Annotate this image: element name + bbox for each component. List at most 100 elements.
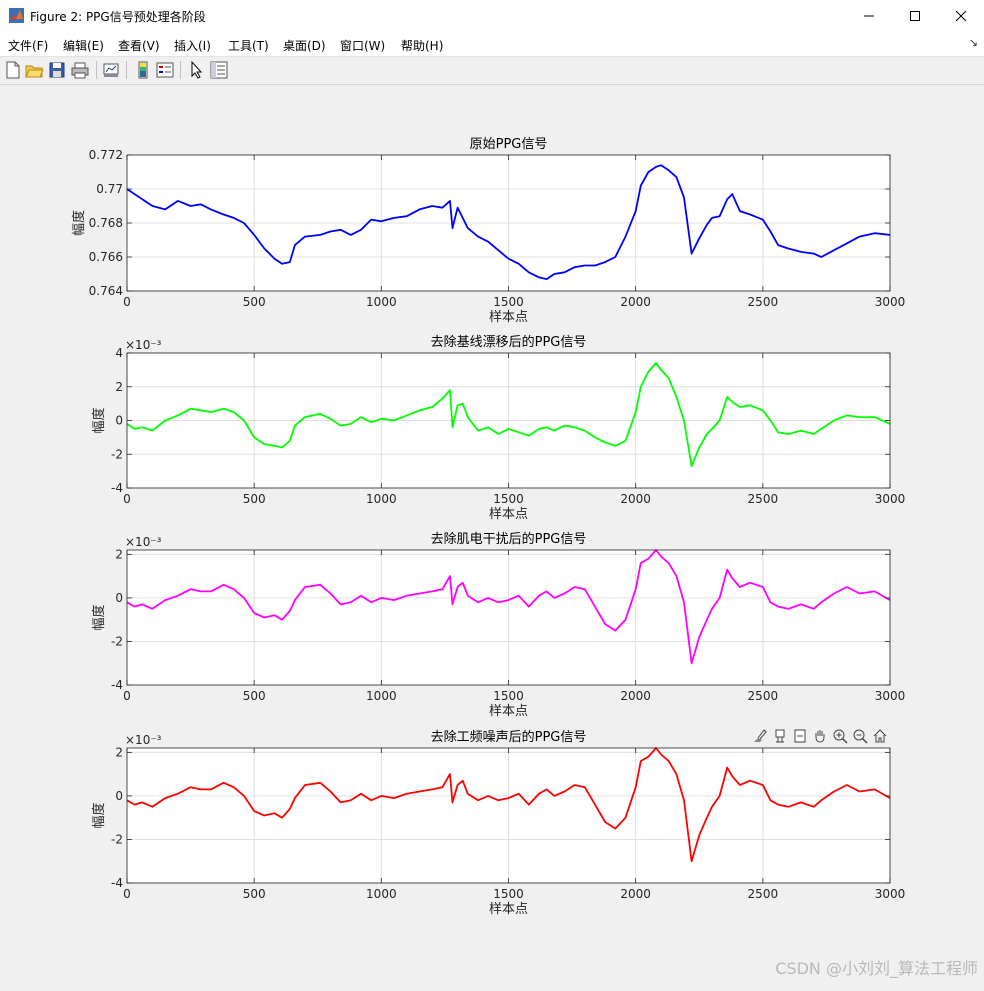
insert-colorbar-icon[interactable]: [133, 60, 153, 80]
y-tick-label: -2: [111, 832, 123, 846]
menu-tools[interactable]: 工具(T): [228, 39, 269, 53]
y-tick-label: 0.764: [89, 284, 123, 298]
y-tick-label: 0.772: [89, 148, 123, 162]
menu-edit[interactable]: 编辑(E): [63, 39, 104, 53]
link-plot-icon[interactable]: [101, 60, 121, 80]
brush-icon[interactable]: [751, 727, 769, 745]
y-tick-label: -4: [111, 678, 123, 692]
y-exponent-label: ×10⁻³: [125, 535, 162, 549]
toolbar-separator: [180, 61, 181, 79]
y-axis-label: 幅度: [91, 407, 107, 433]
plots-svg: 0 500 1000 1500 2000 2500 30000.7640.7660.7680…: [71, 137, 905, 917]
subplot-title: 去除肌电干扰后的PPG信号: [431, 531, 587, 547]
x-axis-label: 样本点: [489, 704, 528, 719]
figure-canvas: 0 500 1000 1500 2000 2500 3000 0.764 0.766 0.768 0…: [0, 86, 984, 987]
toolbar-separator: [126, 61, 127, 79]
x-tick-label: 1000: [366, 492, 397, 506]
y-tick-label: 0.77: [96, 182, 123, 196]
maximize-icon: [910, 10, 920, 21]
subplot-title: 去除工频噪声后的PPG信号: [431, 729, 587, 745]
x-tick-label: 0: [123, 689, 131, 703]
x-tick-label: 3000: [875, 887, 906, 901]
close-button[interactable]: [938, 0, 984, 31]
x-tick-label: 2000: [620, 887, 651, 901]
x-tick-label: 1500: [493, 887, 524, 901]
x-tick-label: 500: [243, 295, 266, 309]
y-tick-label: 2: [115, 745, 123, 759]
minimize-icon: [864, 15, 874, 16]
x-tick-label: 1000: [366, 887, 397, 901]
series-line: [126, 549, 891, 665]
y-exponent-label: ×10⁻³: [125, 733, 162, 747]
menu-file[interactable]: 文件(F): [8, 39, 49, 53]
y-axis-label: 幅度: [91, 802, 107, 828]
new-figure-icon[interactable]: [3, 60, 23, 80]
x-tick-label: 1000: [366, 689, 397, 703]
subplot-title: 去除基线漂移后的PPG信号: [431, 334, 587, 350]
x-axis-label: 样本点: [489, 310, 528, 325]
y-tick-label: -4: [111, 876, 123, 890]
zoom-in-icon[interactable]: [831, 727, 849, 745]
x-tick-label: 1500: [493, 492, 524, 506]
x-tick-label: 2500: [748, 295, 779, 309]
subplot-2: 0 500 1000 1500 2000 2500 3000 -4 -2 0 2 4×10⁻³ 去除基线…: [91, 334, 905, 522]
x-tick-label: 500: [243, 492, 266, 506]
watermark: CSDN @小刘刘_算法工程师: [775, 959, 978, 978]
edit-plot-icon[interactable]: [187, 60, 207, 80]
x-tick-label: 1500: [493, 689, 524, 703]
menu-window[interactable]: 窗口(W): [340, 39, 386, 53]
x-tick-label: 1500: [493, 295, 524, 309]
pan-icon[interactable]: [811, 727, 829, 745]
subplot-title: 原始PPG信号: [470, 137, 548, 152]
y-tick-label: 2: [115, 547, 123, 561]
x-tick-label: 2000: [620, 492, 651, 506]
zoom-out-icon[interactable]: [851, 727, 869, 745]
rotate-icon[interactable]: [791, 727, 809, 745]
subplot-4: 0 500 1000 1500 2000 2500 3000 -4 -2 0 2×10⁻³ 去除工频噪…: [91, 729, 905, 917]
series-line: [126, 747, 891, 863]
y-exponent-label: ×10⁻³: [125, 338, 162, 352]
y-axis-label: 幅度: [71, 210, 87, 236]
x-axis-label: 样本点: [489, 507, 528, 522]
x-tick-label: 2500: [748, 689, 779, 703]
property-inspector-icon[interactable]: [209, 60, 229, 80]
title-bar: Figure 2: PPG信号预处理各阶段: [0, 0, 984, 31]
menu-insert[interactable]: 插入(I): [174, 39, 211, 53]
x-tick-label: 1000: [366, 295, 397, 309]
y-tick-label: 0: [115, 591, 123, 605]
menu-view[interactable]: 查看(V): [118, 39, 160, 53]
toolbar-separator: [96, 61, 97, 79]
minimize-button[interactable]: [846, 0, 892, 31]
y-tick-label: 0: [115, 414, 123, 428]
insert-legend-icon[interactable]: [155, 60, 175, 80]
window-title: Figure 2: PPG信号预处理各阶段: [30, 10, 206, 24]
maximize-button[interactable]: [892, 0, 938, 31]
menu-bar: 文件(F) 编辑(E) 查看(V) 插入(I) 工具(T) 桌面(D) 窗口(W…: [0, 31, 984, 57]
menu-desktop[interactable]: 桌面(D): [283, 39, 326, 53]
home-icon[interactable]: [871, 727, 889, 745]
x-axis-label: 样本点: [489, 902, 528, 917]
subplot-3: 0 500 1000 1500 2000 2500 3000 -4 -2 0 2×10⁻³ 去除肌电干…: [91, 531, 905, 719]
y-axis-label: 幅度: [91, 604, 107, 630]
save-icon[interactable]: [47, 60, 67, 80]
y-tick-label: 4: [115, 346, 123, 360]
series-line: [126, 362, 891, 468]
dock-arrow-icon[interactable]: ↘: [968, 36, 978, 49]
print-icon[interactable]: [70, 60, 90, 80]
menu-help[interactable]: 帮助(H): [401, 39, 444, 53]
subplot-1: 0 500 1000 1500 2000 2500 3000 0.764 0.766 0.768 0…: [71, 137, 905, 325]
x-tick-label: 500: [243, 689, 266, 703]
data-tips-icon[interactable]: [771, 727, 789, 745]
open-file-icon[interactable]: [24, 60, 44, 80]
x-tick-label: 0: [123, 295, 131, 309]
x-tick-label: 3000: [875, 295, 906, 309]
x-tick-label: 2000: [620, 295, 651, 309]
figure-toolbar: [0, 57, 984, 85]
y-tick-label: 0.768: [89, 216, 123, 230]
x-tick-label: 2000: [620, 689, 651, 703]
x-tick-label: 500: [243, 887, 266, 901]
series-line: [126, 164, 891, 281]
axes-toolbar: [751, 727, 889, 747]
y-tick-label: -2: [111, 447, 123, 461]
